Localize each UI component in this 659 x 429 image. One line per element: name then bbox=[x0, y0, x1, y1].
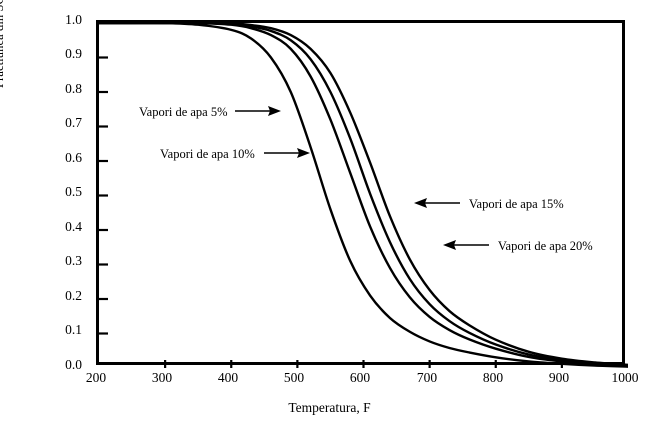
y-tick-label: 0.3 bbox=[65, 253, 82, 268]
y-tick-label: 0.7 bbox=[65, 115, 82, 130]
curve-vapori-de-apa-20- bbox=[99, 23, 628, 367]
y-tick-label: 0.2 bbox=[65, 288, 82, 303]
y-tick-label: 1.0 bbox=[65, 12, 82, 27]
y-tick-label: 0.5 bbox=[65, 184, 82, 199]
x-tick-label: 1000 bbox=[611, 370, 639, 385]
y-tick-label: 0.6 bbox=[65, 150, 82, 165]
x-tick-label: 700 bbox=[416, 370, 438, 385]
y-tick-label: 0.1 bbox=[65, 322, 82, 337]
x-tick-label: 300 bbox=[151, 370, 173, 385]
annotation-vapori-20: Vapori de apa 20% bbox=[443, 239, 593, 253]
y-tick-label: 0.0 bbox=[65, 357, 82, 372]
y-axis-title-lead: Fractiunea din SO bbox=[0, 0, 6, 88]
annotation-label: Vapori de apa 10% bbox=[160, 147, 255, 161]
curve-vapori-de-apa-15- bbox=[99, 23, 628, 367]
arrow-right-icon bbox=[263, 148, 310, 158]
data-curves bbox=[99, 23, 628, 368]
x-tick-label: 600 bbox=[349, 370, 371, 385]
annotation-vapori-10: Vapori de apa 10% bbox=[160, 147, 310, 161]
y-tick-label: 0.9 bbox=[65, 46, 82, 61]
plot-area bbox=[96, 20, 628, 368]
x-tick-label: 800 bbox=[482, 370, 504, 385]
arrow-left-icon bbox=[443, 240, 489, 250]
x-tick-label: 900 bbox=[548, 370, 570, 385]
y-tick-label: 0.8 bbox=[65, 81, 82, 96]
y-tick-label: 0.4 bbox=[65, 219, 82, 234]
x-tick-label: 400 bbox=[217, 370, 239, 385]
axis-tick-marks bbox=[99, 56, 563, 368]
annotation-label: Vapori de apa 5% bbox=[139, 105, 228, 119]
arrow-right-icon bbox=[234, 106, 281, 116]
x-tick-label: 500 bbox=[283, 370, 305, 385]
curve-vapori-de-apa-5- bbox=[99, 23, 628, 368]
y-axis-title: Fractiunea din SO3 transformat in H2SO4 bbox=[0, 0, 7, 88]
arrow-left-icon bbox=[414, 198, 460, 208]
annotation-label: Vapori de apa 15% bbox=[468, 197, 564, 211]
x-axis-title: Temperatura, F bbox=[288, 400, 371, 415]
annotation-vapori-15: Vapori de apa 15% bbox=[414, 197, 564, 211]
annotation-vapori-5: Vapori de apa 5% bbox=[139, 105, 281, 119]
x-tick-label: 200 bbox=[85, 370, 107, 385]
curve-vapori-de-apa-10- bbox=[99, 23, 628, 368]
annotation-label: Vapori de apa 20% bbox=[497, 239, 593, 253]
plot-svg bbox=[99, 23, 628, 368]
